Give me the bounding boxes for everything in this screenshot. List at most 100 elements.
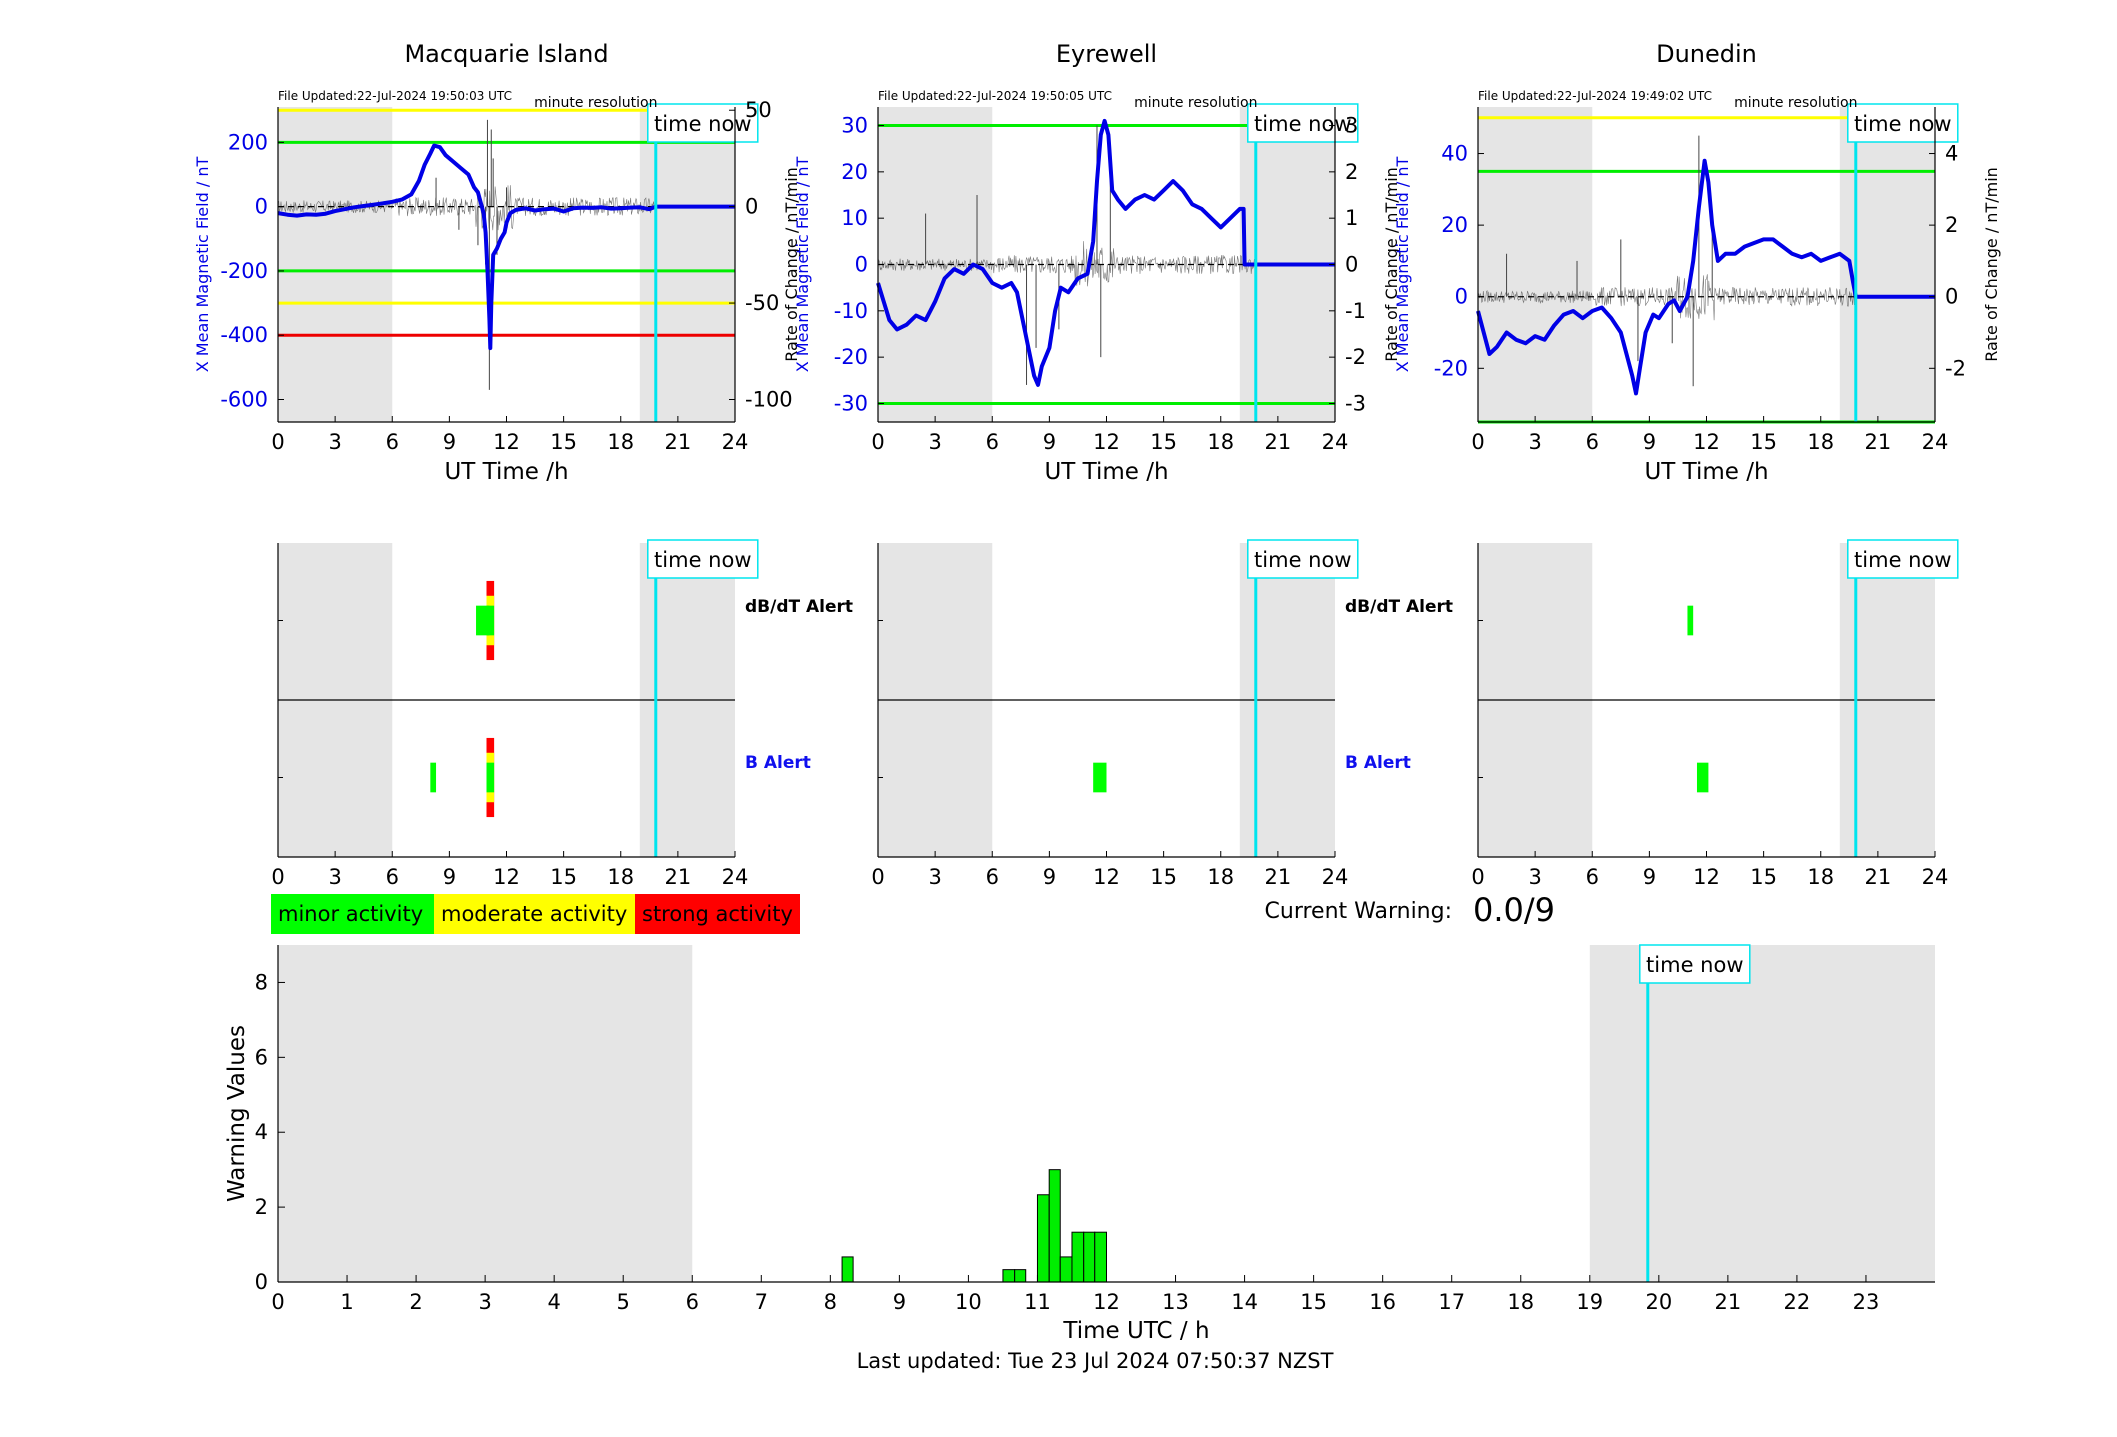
rate-tick-label: -2: [1945, 356, 1966, 380]
y-tick-label: 6: [255, 1045, 268, 1069]
x-tick-label: 20: [1645, 1290, 1672, 1314]
last-updated: Last updated: Tue 23 Jul 2024 07:50:37 N…: [857, 1349, 1334, 1373]
y-tick-label: 0: [1455, 285, 1468, 309]
minute-resolution-label: minute resolution: [534, 95, 657, 111]
rate-tick-label: 0: [1945, 285, 1958, 309]
x-tick-label: 3: [928, 865, 941, 889]
x-tick-label: 15: [1750, 430, 1777, 454]
x-tick-label: 3: [328, 430, 341, 454]
time-now-label: time now: [654, 548, 751, 572]
activity-legend: minor activity moderate activity strong ac…: [271, 894, 800, 934]
x-tick-label: 0: [871, 865, 884, 889]
x-tick-label: 6: [686, 1290, 699, 1314]
rate-tick-label: -50: [745, 291, 779, 315]
x-tick-label: 6: [986, 430, 999, 454]
y-tick-label: -10: [834, 299, 868, 323]
x-tick-label: 24: [1922, 865, 1949, 889]
x-tick-label: 21: [1265, 430, 1292, 454]
dbdt-alert-label: dB/dT Alert: [745, 597, 853, 617]
x-tick-label: 18: [607, 430, 634, 454]
alert-block-minor: [430, 762, 437, 793]
field-series-line: [1476, 158, 1935, 396]
x-tick-label: 9: [443, 865, 456, 889]
x-tick-label: 14: [1231, 1290, 1258, 1314]
field-series-line: [876, 118, 1335, 387]
x-tick-label: 11: [1024, 1290, 1051, 1314]
dbdt-alert-label: dB/dT Alert: [1345, 597, 1453, 617]
legend-swatch: [434, 894, 635, 934]
rate-tick-label: -100: [745, 387, 793, 411]
field-axis-title: X Mean Magnetic Field / nT: [193, 157, 212, 373]
warning-bar: [1094, 1231, 1108, 1283]
alert-block-minor: [476, 605, 490, 636]
y-tick-label: 10: [841, 206, 868, 230]
x-tick-label: 3: [478, 1290, 491, 1314]
b-alert-label: B Alert: [1345, 753, 1411, 773]
x-tick-label: 21: [665, 430, 692, 454]
x-tick-label: 9: [1643, 865, 1656, 889]
x-tick-label: 16: [1369, 1290, 1396, 1314]
legend-swatch: [635, 894, 800, 934]
x-tick-label: 0: [271, 1290, 284, 1314]
station-title: Eyrewell: [1056, 40, 1157, 68]
x-tick-label: 23: [1853, 1290, 1880, 1314]
x-axis-title: UT Time /h: [1644, 459, 1768, 485]
x-tick-label: 6: [386, 865, 399, 889]
x-tick-label: 17: [1438, 1290, 1465, 1314]
x-tick-label: 9: [443, 430, 456, 454]
legend-swatch: [271, 894, 434, 934]
file-updated-text: File Updated:22-Jul-2024 19:49:02 UTC: [1478, 89, 1712, 103]
y-tick-label: 8: [255, 970, 268, 994]
x-tick-label: 6: [386, 430, 399, 454]
x-tick-label: 1: [340, 1290, 353, 1314]
x-tick-label: 15: [1150, 430, 1177, 454]
y-tick-label: -20: [834, 345, 868, 369]
x-tick-label: 15: [1300, 1290, 1327, 1314]
file-updated-text: File Updated:22-Jul-2024 19:50:05 UTC: [878, 89, 1112, 103]
station-panel-dunedin: Dunedin File Updated:22-Jul-2024 19:49:02…: [1393, 40, 2001, 485]
y-tick-label: -200: [220, 259, 268, 283]
b-alert-label: B Alert: [745, 753, 811, 773]
x-tick-label: 24: [1322, 865, 1349, 889]
y-tick-label: 20: [1441, 213, 1468, 237]
rate-tick-label: 4: [1945, 142, 1958, 166]
time-now-label: time now: [1646, 953, 1743, 977]
x-tick-label: 12: [493, 430, 520, 454]
y-tick-label: 4: [255, 1120, 268, 1144]
x-tick-label: 7: [755, 1290, 768, 1314]
x-tick-label: 12: [493, 865, 520, 889]
alert-block-minor: [1696, 762, 1709, 793]
x-tick-label: 21: [1265, 865, 1292, 889]
time-now-box: [1639, 944, 1751, 984]
rate-tick-label: -3: [1345, 391, 1366, 415]
y-tick-label: 20: [841, 160, 868, 184]
x-tick-label: 24: [722, 430, 749, 454]
x-tick-label: 2: [409, 1290, 422, 1314]
x-tick-label: 0: [871, 430, 884, 454]
time-now-label: time now: [654, 112, 751, 136]
field-axis-title: X Mean Magnetic Field / nT: [1393, 157, 1412, 373]
alert-panel-dunedin: time now 0 3 6 9 12 15 18 21 24: [1471, 539, 1959, 889]
rate-of-change-trace: [1477, 274, 1857, 321]
alert-block-minor: [486, 762, 495, 793]
x-tick-label: 0: [1471, 430, 1484, 454]
alert-block-minor: [1093, 762, 1107, 793]
file-updated-text: File Updated:22-Jul-2024 19:50:03 UTC: [278, 89, 512, 103]
x-tick-label: 3: [1528, 430, 1541, 454]
alert-panel-eyrewell: time now 0 3 6 9 12 15 18 21 24 dB/dT Alert B Alert: [871, 539, 1453, 889]
x-tick-label: 18: [607, 865, 634, 889]
x-tick-label: 3: [928, 430, 941, 454]
rate-axis-title: Rate of Change / nT/min: [782, 167, 801, 362]
station-alert-panels: time now 0 3 6 9 12 15 18 21 24 dB/dT Alert B Alert…: [271, 539, 1959, 889]
legend-label: strong activity: [642, 902, 793, 926]
x-tick-label: 15: [1750, 865, 1777, 889]
x-tick-label: 0: [1471, 865, 1484, 889]
x-tick-label: 18: [1207, 865, 1234, 889]
station-field-panels: Macquarie Island File Updated:22-Jul-2024…: [193, 40, 2001, 485]
warning-bar: [1059, 1256, 1073, 1283]
night-shade: [278, 107, 393, 422]
rate-tick-label: 0: [1345, 253, 1358, 277]
rate-axis-title: Rate of Change / nT/min: [1982, 167, 2001, 362]
station-panel-eyrewell: Eyrewell File Updated:22-Jul-2024 19:50:0…: [793, 40, 1401, 485]
